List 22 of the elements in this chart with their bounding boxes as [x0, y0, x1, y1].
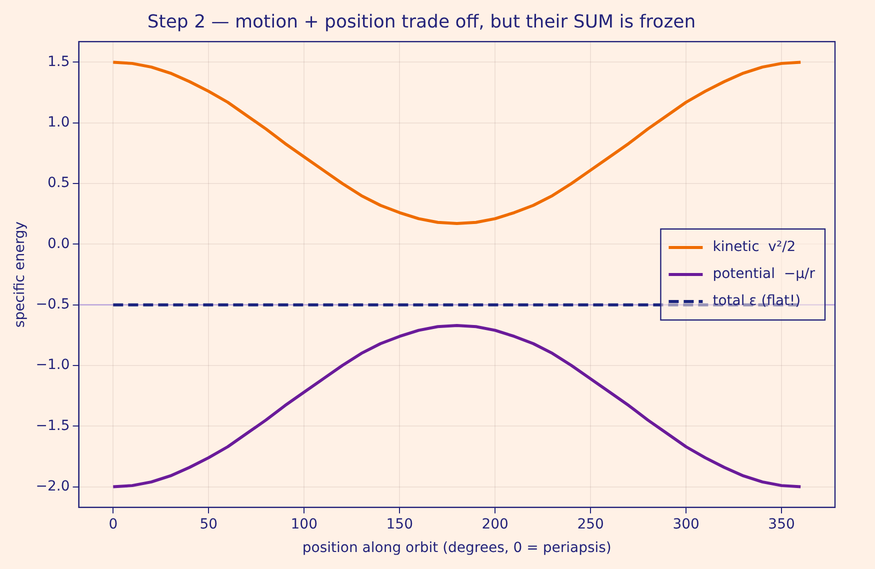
y-tick-label: 0.0	[48, 236, 70, 252]
legend-label: total ε (flat!)	[712, 293, 801, 310]
x-tick-label: 250	[577, 516, 604, 532]
y-tick-label: −1.0	[36, 357, 70, 374]
legend-label: potential −μ/r	[712, 266, 816, 282]
y-tick-label: 1.0	[48, 114, 70, 131]
y-tick-label: −0.5	[36, 296, 70, 312]
x-tick-label: 300	[672, 516, 700, 532]
y-tick-label: 0.5	[48, 175, 70, 192]
y-tick-label: −2.0	[36, 478, 70, 494]
x-tick-label: 150	[386, 516, 413, 532]
y-tick-label: 1.5	[48, 54, 70, 70]
legend-label: kinetic v²/2	[712, 239, 796, 256]
x-tick-label: 350	[768, 516, 795, 532]
x-axis-title: position along orbit (degrees, 0 = periapsis)	[302, 540, 612, 556]
y-tick-label: −1.5	[36, 418, 70, 434]
x-tick-label: 0	[108, 516, 118, 532]
x-tick-label: 50	[200, 516, 218, 532]
chart-title: Step 2 — motion + position trade off, but their SUM is frozen	[147, 11, 696, 32]
x-tick-label: 100	[290, 516, 318, 532]
y-axis-title: specific energy	[12, 221, 28, 328]
x-tick-label: 200	[482, 516, 508, 532]
